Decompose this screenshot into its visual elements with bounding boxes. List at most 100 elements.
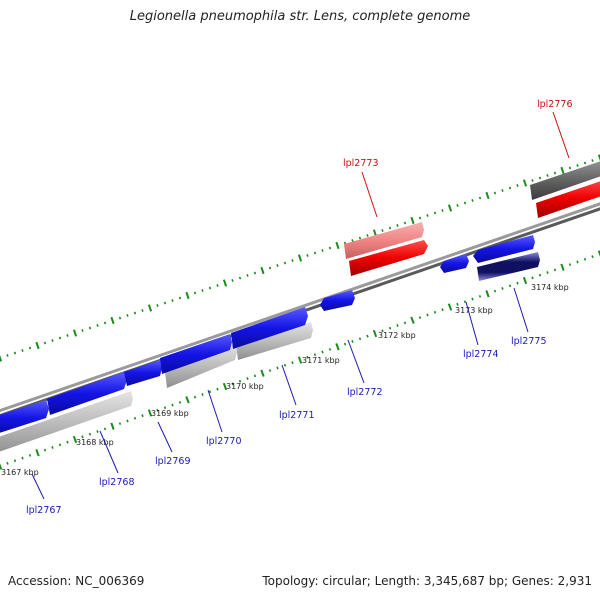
- gene-lpl2774-bar[interactable]: [440, 254, 469, 273]
- gene-label-lpl2767[interactable]: lpl2767: [26, 505, 62, 516]
- map-title: Legionella pneumophila str. Lens, comple…: [129, 9, 471, 24]
- rna-feature-a[interactable]: [0, 391, 133, 455]
- inner-scale-tick: [51, 446, 54, 449]
- outer-scale-tick: [253, 271, 257, 275]
- inner-scale-tick: [372, 329, 378, 338]
- inner-scale-tick: [66, 440, 69, 444]
- inner-scale-tick: [291, 361, 294, 365]
- gene-lpl2772-bar[interactable]: [320, 290, 355, 311]
- gene-label-lpl2769[interactable]: lpl2769: [155, 456, 191, 467]
- gene-lpl2773-bar[interactable]: [344, 222, 424, 259]
- outer-scale-tick: [531, 179, 534, 182]
- outer-scale-tick: [381, 229, 384, 232]
- inner-scale-tick: [28, 454, 32, 457]
- inner-scale-tick: [253, 374, 257, 378]
- inner-scale-tick: [141, 414, 144, 418]
- inner-scale-tick: [471, 297, 474, 301]
- gene-lpl2771-bar[interactable]: [231, 307, 308, 349]
- gene-label-lpl2775[interactable]: lpl2775: [511, 336, 547, 347]
- outer-scale-tick: [222, 279, 228, 287]
- inner-scale-tick: [58, 443, 62, 447]
- outer-scale-tick: [433, 211, 437, 215]
- outer-scale-tick: [313, 251, 317, 255]
- outer-scale-tick: [478, 196, 482, 200]
- gene-lpl2775-bar[interactable]: [473, 235, 535, 263]
- gene-lpl2775-navy-bar[interactable]: [477, 252, 540, 281]
- inner-scale-tick: [216, 387, 219, 391]
- outer-scale-tick: [133, 311, 137, 315]
- rna-feature-c[interactable]: [236, 322, 313, 360]
- gene-lpl2769-bar[interactable]: [124, 360, 162, 386]
- inner-scale-tick: [441, 308, 444, 312]
- inner-scale-tick: [246, 377, 249, 380]
- outer-scale-tick: [268, 266, 272, 270]
- outer-scale-tick: [81, 329, 84, 332]
- outer-scale-tick: [147, 304, 153, 312]
- outer-scale-tick: [35, 341, 40, 350]
- inner-scale-tick: [493, 289, 497, 293]
- outer-scale-tick: [208, 286, 212, 290]
- gene-label-lpl2776[interactable]: lpl2776: [537, 99, 573, 110]
- outer-scale-tick: [260, 266, 265, 275]
- inner-scale-tick: [193, 395, 197, 399]
- gene-label-lpl2773[interactable]: lpl2773: [343, 158, 379, 169]
- inner-scale-tick: [343, 342, 347, 346]
- inner-scale-tick: [426, 313, 429, 317]
- inner-scale-tick: [538, 273, 542, 277]
- scale-tick-labels: 3167 kbp 3168 kbp 3169 kbp 3170 kbp 3171…: [1, 283, 569, 477]
- genome-summary-text: Topology: circular; Length: 3,345,687 bp…: [262, 574, 592, 588]
- outer-scale-tick: [283, 261, 287, 265]
- gene-label-lpl2774[interactable]: lpl2774: [463, 349, 499, 360]
- rna-feature-b[interactable]: [165, 344, 237, 388]
- outer-scale-tick: [193, 291, 197, 295]
- outer-scale-tick: [485, 191, 490, 200]
- inner-scale-tick: [156, 408, 159, 412]
- inner-scale-tick: [328, 348, 332, 351]
- outer-scale-tick: [21, 349, 24, 352]
- gene-lpl2776-bar[interactable]: [536, 178, 600, 218]
- inner-scale-tick: [231, 382, 234, 386]
- gene-label-lpl2770[interactable]: lpl2770: [206, 436, 242, 447]
- gene-label-lpl2772[interactable]: lpl2772: [347, 387, 383, 398]
- outer-scale-tick: [447, 204, 453, 212]
- inner-scale-tick: [358, 337, 362, 341]
- outer-scale-tick: [516, 184, 519, 187]
- inner-scale-tick: [313, 353, 317, 357]
- inner-scale-tick: [118, 422, 122, 425]
- gene-lpl2773-red-bar[interactable]: [349, 240, 428, 276]
- outer-scale-tick: [493, 191, 497, 195]
- inner-scale-tick: [208, 390, 212, 394]
- gene-lpl2767-bar[interactable]: [0, 400, 49, 436]
- outer-scale-tick: [0, 354, 3, 362]
- inner-scale-tick: [13, 459, 17, 463]
- outer-scale-tick: [185, 291, 190, 300]
- gene-lpl2768-bar[interactable]: [47, 372, 127, 415]
- outer-scale-tick: [583, 161, 587, 165]
- outer-scale-tick: [456, 204, 459, 207]
- inner-scale-tick: [201, 393, 204, 396]
- inner-scale-tick: [35, 449, 40, 457]
- inner-scale-tick: [222, 382, 228, 391]
- inner-scale-tick: [43, 448, 47, 452]
- outer-scale-tick: [103, 321, 107, 325]
- inner-scale-tick: [597, 250, 600, 257]
- inner-scale-tick: [283, 363, 287, 367]
- inner-scale-tick: [133, 416, 137, 420]
- scale-tick-label: 3171 kbp: [302, 356, 340, 365]
- gene-label-lpl2768[interactable]: lpl2768: [99, 477, 135, 488]
- inner-scale-tick: [110, 422, 115, 430]
- inner-scale-tick: [381, 329, 384, 333]
- inner-scale-tick: [88, 432, 92, 436]
- inner-scale-tick: [396, 324, 399, 327]
- rna-feature-d[interactable]: [530, 158, 600, 200]
- outer-scale-tick: [110, 316, 115, 325]
- gene-label-lpl2771[interactable]: lpl2771: [279, 410, 315, 421]
- inner-scale-tick: [410, 316, 415, 324]
- gene-lpl2770-bar[interactable]: [160, 334, 232, 374]
- inner-scale-tick: [297, 356, 303, 364]
- inner-scale-tick: [576, 260, 579, 264]
- inner-scale-tick: [335, 343, 340, 351]
- outer-scale-tick: [410, 216, 415, 225]
- inner-scale-tick: [433, 310, 437, 314]
